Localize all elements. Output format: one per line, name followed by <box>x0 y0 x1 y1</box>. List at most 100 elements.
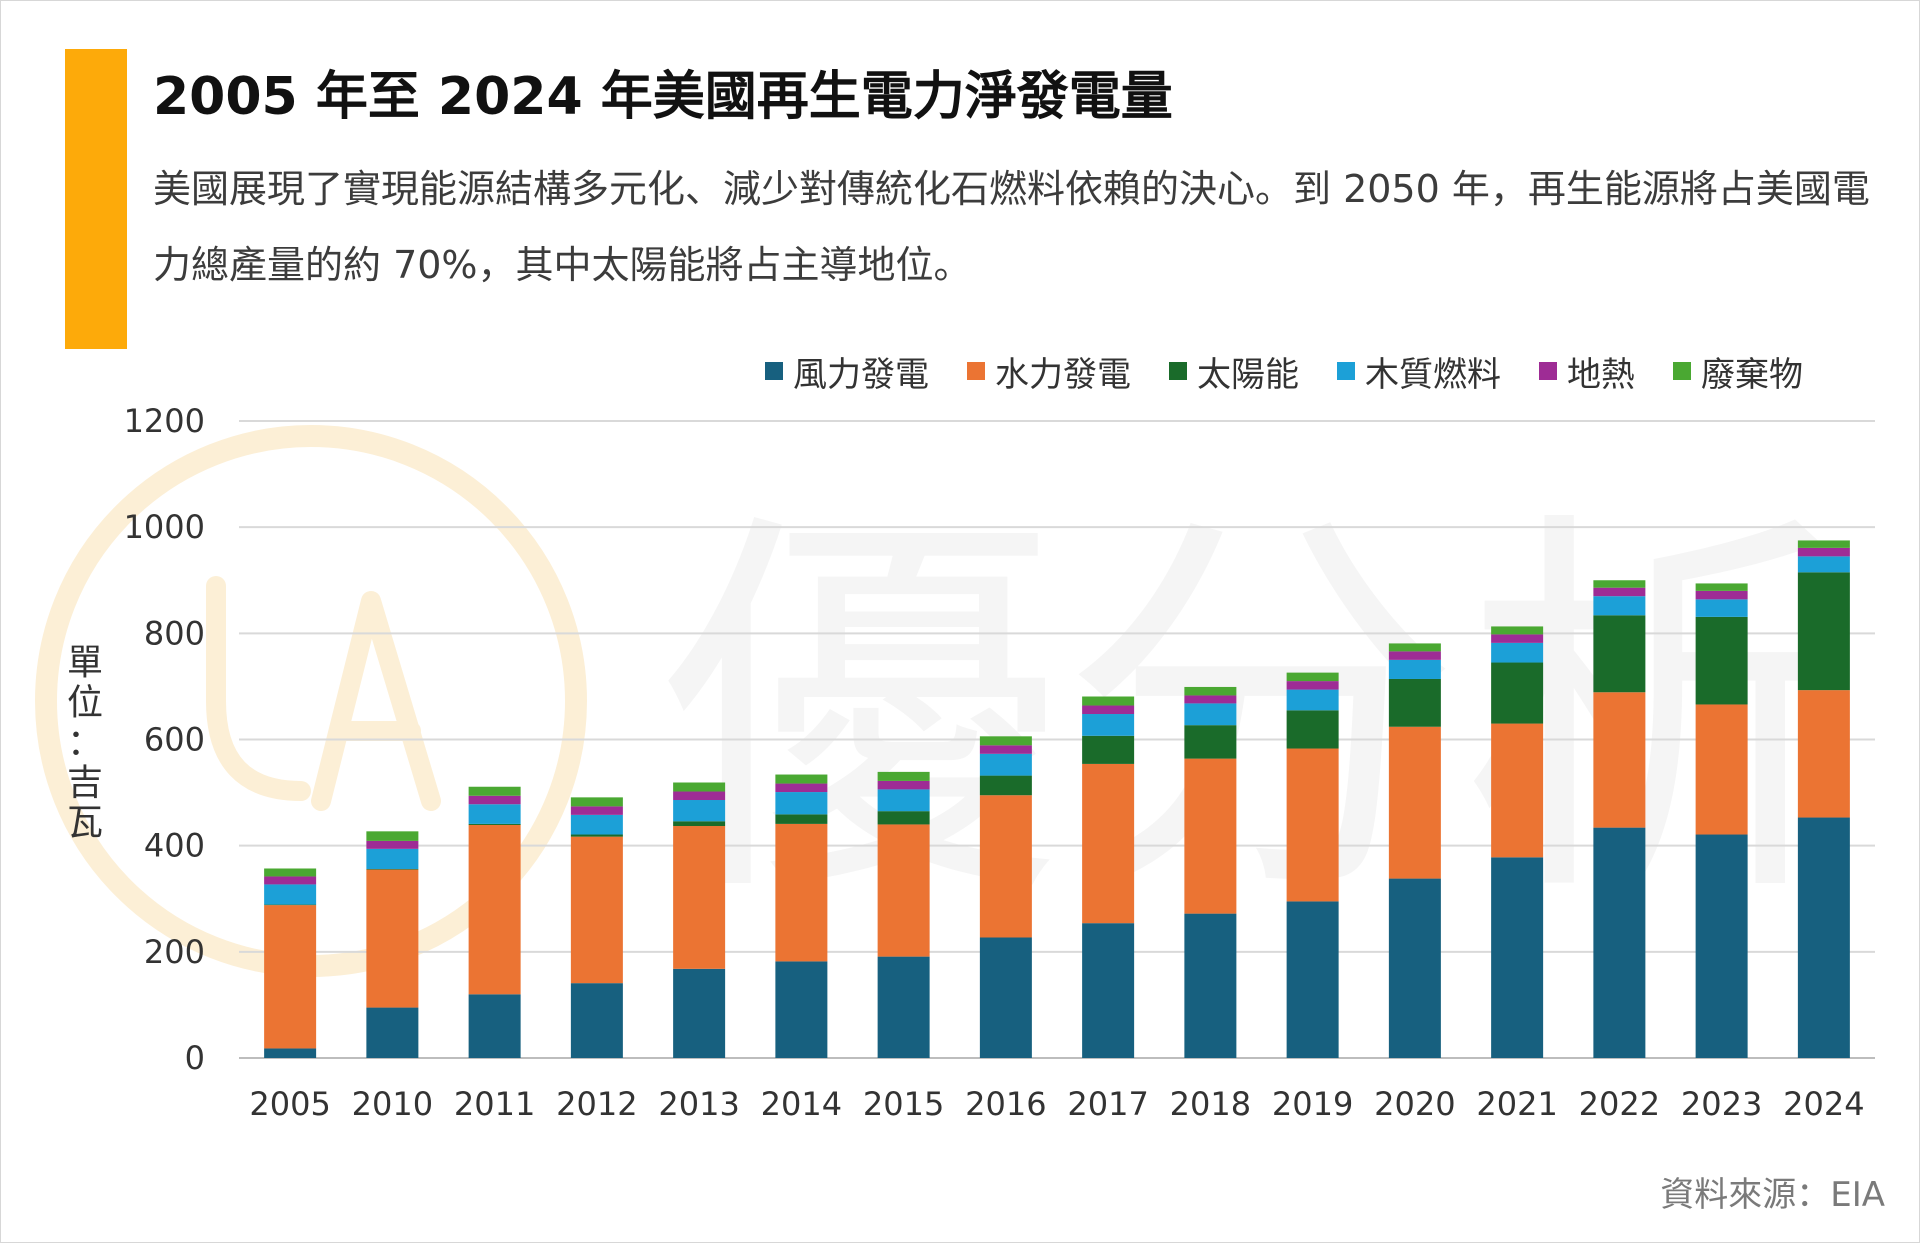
y-tick-label: 400 <box>144 827 205 865</box>
bar-segment <box>979 937 1032 1058</box>
bar-segment <box>366 848 419 870</box>
bar-segment <box>1082 714 1135 736</box>
x-tick-label: 2016 <box>965 1085 1046 1123</box>
y-tick-label: 1000 <box>124 508 205 546</box>
bar-segment <box>979 753 1032 776</box>
bar-segment <box>1593 692 1646 828</box>
x-axis-ticks: 2005 2010 2011 2012 2013 2014 2015 2016 2017 2018… <box>249 1085 1864 1123</box>
bar-segment <box>1082 696 1135 706</box>
watermark-u-icon <box>206 576 311 801</box>
bar-segment <box>1491 642 1544 663</box>
bar-segment <box>1082 923 1135 1058</box>
bar-segment <box>1695 834 1748 1058</box>
bar-segment <box>264 868 317 877</box>
bar-segment <box>775 783 828 793</box>
bar-segment <box>1388 678 1441 727</box>
bar-segment <box>673 968 726 1058</box>
bar-segment <box>264 1048 317 1058</box>
bar-segment <box>1286 681 1339 690</box>
legend-swatch <box>1539 362 1557 380</box>
bars <box>264 540 1850 1058</box>
bar-segment <box>366 1007 419 1058</box>
bar-segment <box>570 797 623 807</box>
bar-segment <box>468 795 521 805</box>
bar-segment <box>877 780 930 790</box>
bar-segment <box>1184 686 1237 696</box>
bar-segment <box>1593 615 1646 693</box>
page-title: 2005 年至 2024 年美國再生電力淨發電量 <box>153 67 1173 127</box>
bar-segment <box>1184 725 1237 759</box>
bar-segment <box>468 786 521 796</box>
bar-segment <box>366 840 419 849</box>
bar-segment <box>877 956 930 1058</box>
bar-segment <box>1797 690 1850 818</box>
x-tick-label: 2022 <box>1579 1085 1660 1123</box>
bar-segment <box>570 983 623 1058</box>
legend-label: 地熱 <box>1567 355 1635 395</box>
y-tick-label: 200 <box>144 933 205 971</box>
bar-segment <box>775 961 828 1058</box>
bar-segment <box>673 782 726 792</box>
bar-segment <box>570 814 623 835</box>
legend-swatch <box>1337 362 1355 380</box>
legend: 風力發電 水力發電 太陽能 木質燃料 地熱 廢棄物 <box>765 355 1803 395</box>
bar-segment <box>775 823 828 962</box>
bar-segment <box>877 824 930 957</box>
bar-segment <box>1491 634 1544 643</box>
x-tick-label: 2019 <box>1272 1085 1353 1123</box>
legend-label: 風力發電 <box>793 355 929 395</box>
bar-segment <box>264 876 317 885</box>
bar-segment <box>775 792 828 815</box>
bar-segment <box>1388 878 1441 1058</box>
bar-segment <box>1286 710 1339 749</box>
x-tick-label: 2015 <box>863 1085 944 1123</box>
bar-segment <box>979 795 1032 938</box>
bar-segment <box>877 771 930 781</box>
bar-segment <box>1593 580 1646 588</box>
bar-segment <box>264 905 317 1049</box>
bar-segment <box>1286 901 1339 1058</box>
y-tick-label: 1200 <box>124 402 205 440</box>
bar-segment <box>1695 704 1748 835</box>
bar-segment <box>1082 763 1135 924</box>
x-tick-label: 2014 <box>761 1085 842 1123</box>
bar-segment <box>1491 662 1544 724</box>
legend-label: 水力發電 <box>995 355 1131 395</box>
x-tick-label: 2005 <box>249 1085 330 1123</box>
x-tick-label: 2012 <box>556 1085 637 1123</box>
bar-segment <box>570 834 623 837</box>
x-tick-label: 2023 <box>1681 1085 1762 1123</box>
bar-segment <box>1491 723 1544 858</box>
bar-segment <box>366 869 419 1008</box>
bar-segment <box>1082 735 1135 764</box>
legend-label: 太陽能 <box>1197 355 1299 395</box>
watermark-text: 優分析 <box>661 481 1861 946</box>
x-tick-label: 2010 <box>352 1085 433 1123</box>
x-tick-label: 2020 <box>1374 1085 1455 1123</box>
bar-segment <box>1388 659 1441 679</box>
bar-segment <box>1184 913 1237 1058</box>
bar-segment <box>570 836 623 984</box>
bar-segment <box>877 789 930 812</box>
bar-segment <box>673 791 726 801</box>
bar-segment <box>1797 572 1850 691</box>
y-axis-ticks: 0 200 400 600 800 1000 1200 <box>124 402 205 1077</box>
bar-segment <box>1388 726 1441 879</box>
bar-segment <box>1286 672 1339 682</box>
y-tick-label: 0 <box>185 1039 205 1077</box>
bar-segment <box>1797 556 1850 573</box>
bar-segment <box>1695 599 1748 617</box>
legend-swatch <box>967 362 985 380</box>
bar-segment <box>468 824 521 995</box>
bar-segment <box>775 814 828 824</box>
bar-segment <box>468 823 521 825</box>
x-tick-label: 2021 <box>1476 1085 1557 1123</box>
bar-segment <box>1491 857 1544 1058</box>
bar-segment <box>979 736 1032 746</box>
bar-segment <box>979 775 1032 796</box>
bar-segment <box>673 826 726 969</box>
y-tick-label: 600 <box>144 721 205 759</box>
